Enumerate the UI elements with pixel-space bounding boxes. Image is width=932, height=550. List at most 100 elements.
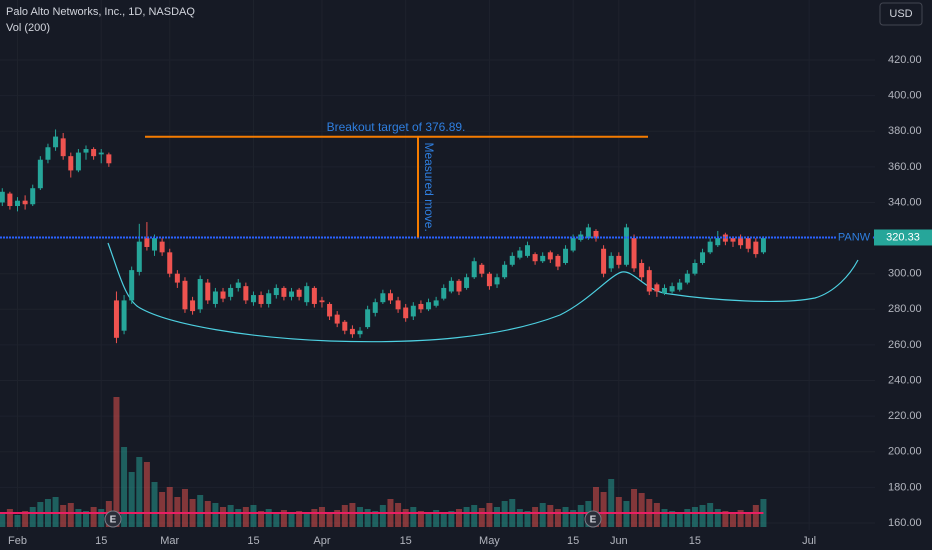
candle-body	[722, 234, 728, 242]
volume-bar	[379, 505, 386, 527]
candle-body	[547, 252, 553, 260]
x-tick-label: 15	[247, 535, 259, 547]
candle-body	[563, 248, 569, 264]
candle-body	[68, 156, 74, 171]
candle-body	[631, 238, 637, 269]
candle-body	[281, 287, 287, 297]
volume-bar	[729, 513, 736, 527]
candle-body	[646, 270, 652, 292]
candle-body	[7, 193, 13, 207]
candle-body	[738, 238, 744, 246]
x-tick-label: Jul	[802, 535, 816, 547]
candle-body	[304, 286, 310, 303]
candle-body	[494, 277, 500, 285]
x-tick-label: Feb	[8, 535, 27, 547]
volume-bar	[554, 509, 561, 527]
candle-body	[319, 300, 325, 303]
volume-bar	[600, 492, 607, 527]
volume-bar	[197, 495, 204, 527]
y-tick-label: 200.00	[888, 446, 922, 458]
volume-bar	[14, 515, 21, 527]
candle-body	[182, 280, 188, 310]
volume-bar	[311, 509, 318, 527]
x-tick-label: 15	[400, 535, 412, 547]
candle-body	[327, 303, 333, 317]
volume-bar	[592, 487, 599, 527]
volume-bar	[539, 503, 546, 527]
volume-bar	[296, 511, 303, 527]
volume-bar	[516, 509, 523, 527]
candle-body	[296, 289, 302, 297]
y-tick-label: 400.00	[888, 90, 922, 102]
volume-bar	[669, 511, 676, 527]
candle-body	[707, 241, 713, 253]
volume-bar	[448, 511, 455, 527]
volume-bar	[227, 505, 234, 527]
volume-bar	[532, 507, 539, 527]
candle-body	[456, 280, 462, 292]
candle-body	[715, 238, 721, 246]
volume-bar	[113, 397, 120, 527]
volume-bar	[220, 507, 227, 527]
volume-bar	[90, 507, 97, 527]
candle-body	[395, 300, 401, 310]
y-tick-label: 260.00	[888, 339, 922, 351]
y-tick-label: 220.00	[888, 410, 922, 422]
candle-body	[15, 200, 21, 207]
candle-body	[197, 279, 203, 310]
volume-bar	[714, 509, 721, 527]
x-tick-label: 15	[689, 535, 701, 547]
volume-bar	[684, 509, 691, 527]
volume-bar	[410, 507, 417, 527]
candle-body	[129, 270, 135, 301]
candle-body	[418, 303, 424, 310]
volume-bar	[433, 510, 440, 527]
candle-body	[106, 154, 112, 164]
y-tick-label: 280.00	[888, 303, 922, 315]
y-tick-label: 380.00	[888, 125, 922, 137]
volume-bar	[608, 479, 615, 527]
candle-body	[144, 238, 150, 247]
volume-bar	[577, 505, 584, 527]
candle-body	[0, 191, 5, 203]
candle-body	[53, 136, 59, 148]
volume-bar	[349, 503, 356, 527]
volume-bar	[273, 512, 280, 527]
volume-bar	[478, 508, 485, 527]
volume-bar	[60, 505, 67, 527]
chart-title: Palo Alto Networks, Inc., 1D, NASDAQ	[6, 6, 195, 18]
y-tick-label: 340.00	[888, 196, 922, 208]
volume-bar	[136, 457, 143, 527]
candle-body	[479, 264, 485, 274]
currency-button[interactable]	[879, 2, 923, 26]
candle-body	[372, 302, 378, 313]
volume-bar	[235, 509, 242, 527]
candle-body	[532, 254, 538, 262]
x-tick-label: Apr	[313, 535, 330, 547]
candle-body	[760, 238, 766, 253]
volume-bar	[280, 510, 287, 527]
candle-body	[220, 291, 226, 299]
x-tick-label: May	[479, 535, 500, 547]
candle-body	[159, 241, 165, 253]
measured-move-label: Measured move.	[422, 142, 436, 231]
candle-body	[486, 273, 492, 287]
candle-body	[60, 138, 66, 157]
candle-body	[205, 282, 211, 301]
volume-bar	[661, 509, 668, 527]
volume-bar	[463, 507, 470, 527]
volume-bar	[737, 510, 744, 527]
candle-body	[661, 287, 667, 294]
candle-body	[91, 149, 97, 157]
candle-body	[616, 255, 622, 265]
volume-bar	[37, 502, 44, 527]
candle-body	[190, 300, 196, 312]
volume-bar	[98, 509, 105, 527]
candle-body	[540, 255, 546, 262]
volume-bar	[6, 509, 13, 527]
volume-bar	[570, 510, 577, 527]
plot: E E Breakout target of 376.89. Measured mov…	[0, 120, 875, 528]
volume-bar	[318, 507, 325, 527]
target-label: Breakout target of 376.89.	[327, 120, 466, 134]
